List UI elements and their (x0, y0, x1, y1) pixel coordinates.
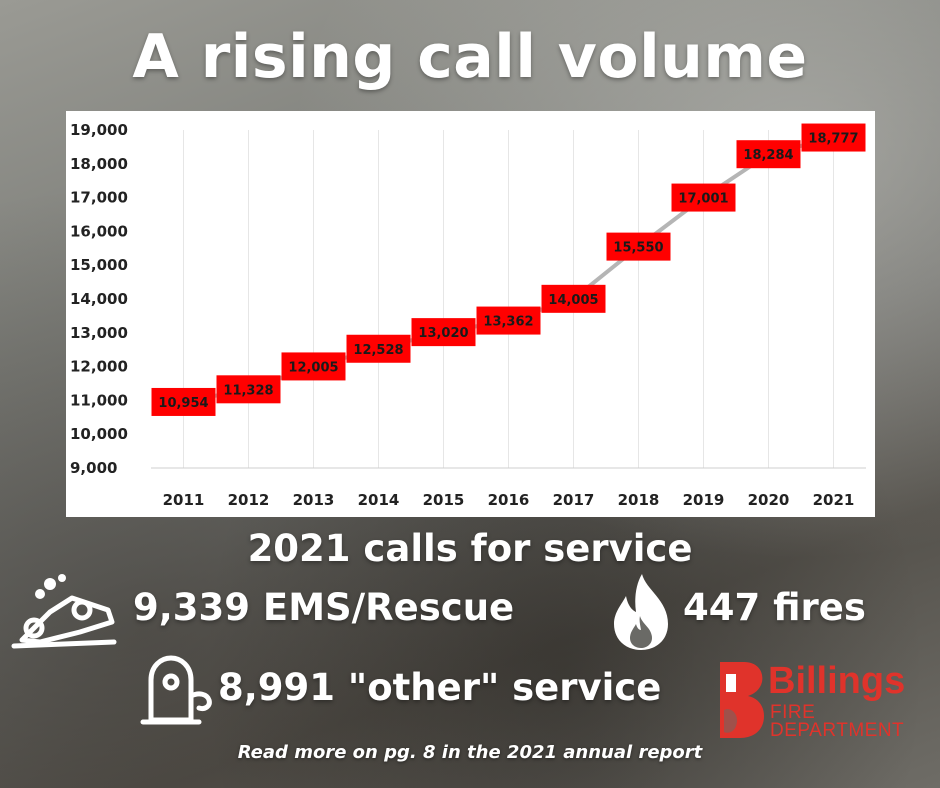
data-point-marker (476, 306, 541, 335)
flame-icon (614, 574, 668, 650)
data-label: 13,020 (418, 326, 468, 341)
y-tick-label: 16,000 (70, 222, 128, 240)
data-point-marker (281, 352, 346, 381)
x-tick-label: 2014 (358, 491, 400, 509)
subhead: 2021 calls for service (247, 527, 693, 570)
y-tick-label: 18,000 (70, 155, 128, 173)
data-label: 14,005 (548, 293, 598, 308)
crashed-car-icon (11, 574, 117, 649)
data-point-marker (801, 123, 866, 152)
x-tick-label: 2021 (813, 491, 855, 509)
footer-note: Read more on pg. 8 in the 2021 annual re… (237, 742, 703, 763)
data-point-marker (606, 232, 671, 261)
y-tick-label: 13,000 (70, 324, 128, 342)
data-point-marker (411, 318, 476, 347)
y-tick-label: 12,000 (70, 358, 128, 376)
x-tick-label: 2019 (683, 491, 725, 509)
data-label: 15,550 (613, 241, 663, 256)
headline: A rising call volume (132, 22, 808, 92)
y-tick-label: 10,000 (70, 425, 128, 443)
x-tick-label: 2012 (228, 491, 270, 509)
data-point-marker (151, 387, 216, 416)
data-point-marker (346, 334, 411, 363)
data-point-marker (216, 375, 281, 404)
y-tick-label: 11,000 (70, 391, 128, 409)
data-label: 12,528 (353, 343, 403, 358)
stat-other: 8,991 "other" service (218, 666, 662, 709)
data-point-marker (736, 140, 801, 169)
x-tick-label: 2016 (488, 491, 530, 509)
stat-ems: 9,339 EMS/Rescue (133, 586, 515, 629)
call-volume-chart: 9,000 10,000 11,000 12,000 13,000 14,000 15,00… (70, 121, 866, 509)
stat-fires: 447 fires (683, 586, 866, 629)
x-tick-label: 2015 (423, 491, 465, 509)
data-label: 18,284 (743, 148, 793, 163)
data-label: 18,777 (808, 132, 858, 147)
y-tick-label: 19,000 (70, 121, 128, 139)
data-label: 10,954 (158, 396, 208, 411)
y-tick-label: 17,000 (70, 189, 128, 207)
y-tick-label: 15,000 (70, 256, 128, 274)
y-tick-label: 14,000 (70, 290, 128, 308)
alarm-bell-icon (140, 655, 212, 725)
data-point-marker (671, 183, 736, 212)
x-tick-label: 2011 (163, 491, 205, 509)
data-label: 12,005 (288, 360, 338, 375)
x-tick-label: 2017 (553, 491, 595, 509)
x-tick-label: 2020 (748, 491, 790, 509)
data-point-marker (541, 284, 606, 313)
logo-line1: FIRE (770, 702, 816, 723)
data-label: 17,001 (678, 192, 728, 207)
x-tick-label: 2018 (618, 491, 660, 509)
logo-name: Billings (768, 660, 906, 702)
data-label: 11,328 (223, 383, 273, 398)
x-tick-label: 2013 (293, 491, 335, 509)
logo-emblem-icon (720, 662, 764, 738)
chart-card: 9,000 10,000 11,000 12,000 13,000 14,000 15,00… (66, 111, 875, 517)
data-label: 13,362 (483, 315, 533, 330)
logo-line2: DEPARTMENT (770, 720, 905, 741)
y-tick-label: 9,000 (70, 459, 117, 477)
